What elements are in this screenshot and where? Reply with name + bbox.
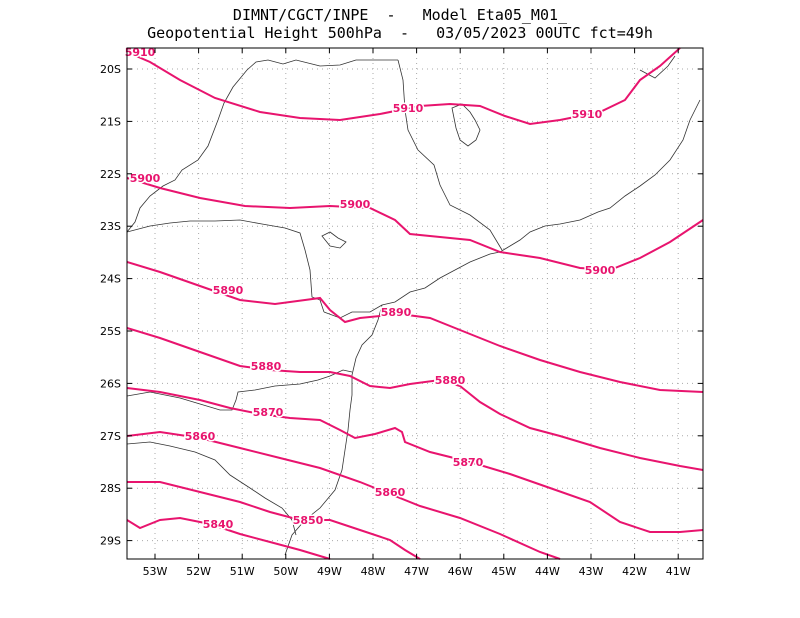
contour-5860 — [126, 430, 561, 560]
lat-tick-label: 27S — [100, 430, 121, 443]
lake-outline — [321, 231, 347, 249]
border-line — [126, 369, 353, 411]
contour-label: 5850 — [293, 514, 324, 527]
contour-label: 5860 — [185, 430, 216, 443]
coastline-borders — [126, 55, 701, 556]
contour-label: 5900 — [585, 264, 616, 277]
lat-tick-label: 22S — [100, 168, 121, 181]
border-line — [126, 59, 398, 233]
contour-label: 5860 — [375, 486, 406, 499]
contour-5870 — [126, 387, 704, 533]
lon-tick-label: 50W — [273, 565, 298, 578]
border-line — [126, 441, 297, 536]
contour-5890 — [126, 261, 704, 393]
contour-label: 5910 — [572, 108, 603, 121]
contour-label: 5900 — [130, 172, 161, 185]
contour-label: 5890 — [381, 306, 412, 319]
plot-frame — [126, 47, 704, 560]
contour-label: 5900 — [340, 198, 371, 211]
contour-label: 5870 — [453, 456, 484, 469]
lat-tick-label: 28S — [100, 482, 121, 495]
lat-tick-label: 29S — [100, 535, 121, 548]
contour-5900 — [126, 177, 704, 272]
axis-ticks: 53W 52W 51W 50W 49W 48W 47W 46W 45W 44W 43W 42W 41W 2… — [100, 48, 703, 578]
lon-tick-label: 42W — [622, 565, 647, 578]
lat-tick-label: 23S — [100, 220, 121, 233]
lat-tick-label: 24S — [100, 273, 121, 286]
contour-label: 5910 — [393, 102, 424, 115]
contour-label: 5890 — [213, 284, 244, 297]
border-line — [126, 219, 325, 313]
lake-outline — [451, 103, 481, 147]
lat-tick-label: 21S — [100, 115, 121, 128]
contour-5840 — [126, 516, 331, 560]
lon-tick-label: 53W — [143, 565, 168, 578]
lon-tick-label: 52W — [186, 565, 211, 578]
contour-label: 5880 — [435, 374, 466, 387]
border-line — [397, 59, 503, 251]
lat-lon-grid — [127, 48, 703, 559]
coastline — [284, 304, 383, 556]
lat-tick-label: 25S — [100, 325, 121, 338]
contour-label: 5870 — [253, 406, 284, 419]
coastline — [323, 99, 701, 319]
lon-tick-label: 41W — [666, 565, 691, 578]
lon-tick-label: 43W — [579, 565, 604, 578]
lon-tick-label: 47W — [404, 565, 429, 578]
contour-label: 5880 — [251, 360, 282, 373]
lon-tick-label: 45W — [491, 565, 516, 578]
lon-tick-label: 48W — [361, 565, 386, 578]
contour-5910 — [126, 47, 681, 126]
lon-tick-label: 46W — [448, 565, 473, 578]
contour-label: 5840 — [203, 518, 234, 531]
chart-subtitle: Geopotential Height 500hPa - 03/05/2023 … — [147, 24, 653, 42]
lat-tick-label: 26S — [100, 377, 121, 390]
contour-5850 — [127, 481, 421, 560]
chart-title: DIMNT/CGCT/INPE - Model Eta05_M01_ — [232, 6, 568, 24]
lon-tick-label: 51W — [230, 565, 255, 578]
lon-tick-label: 44W — [535, 565, 560, 578]
lat-tick-label: 20S — [100, 63, 121, 76]
contour-5880 — [126, 327, 704, 471]
lon-tick-label: 49W — [317, 565, 342, 578]
